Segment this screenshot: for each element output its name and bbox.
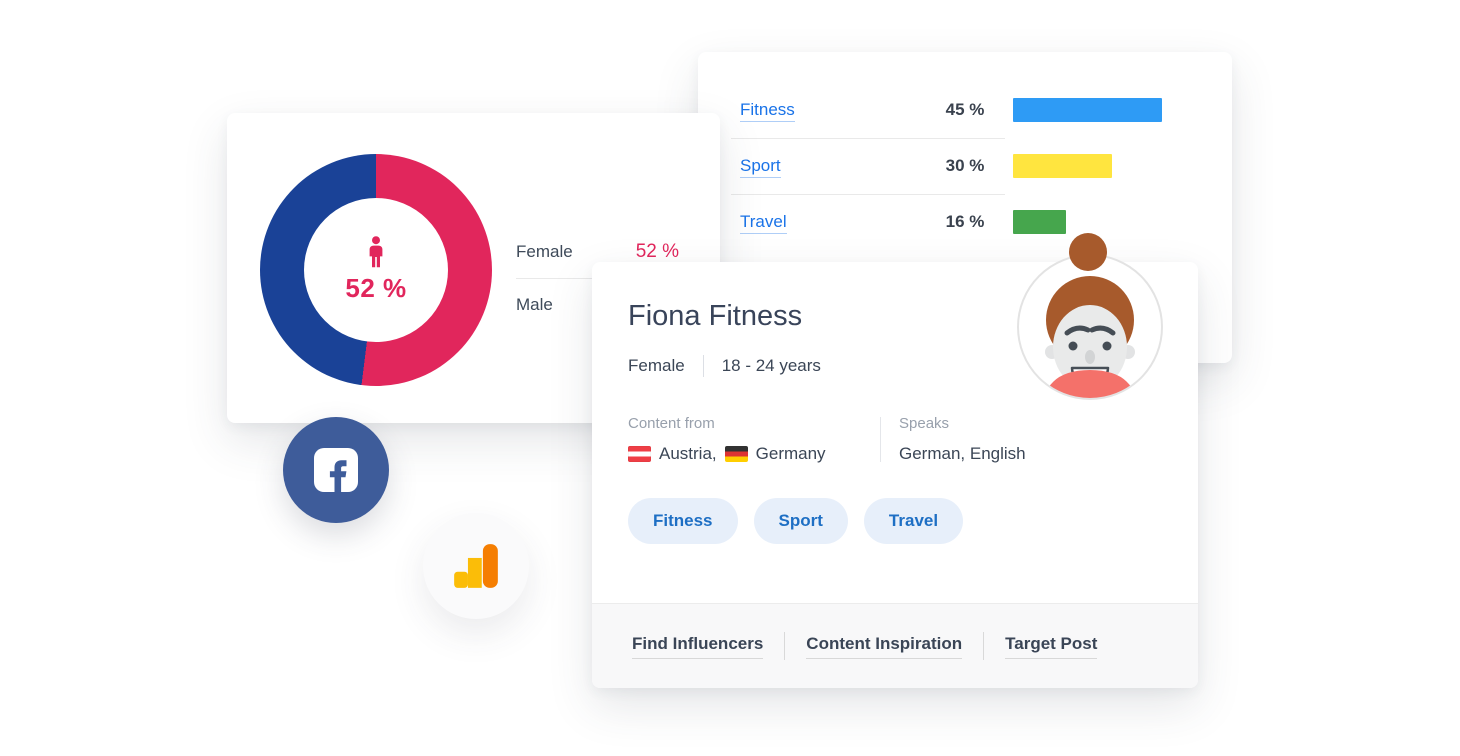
content-from-label: Content from [628,415,715,432]
interest-row-sport: Sport 30 % [731,138,1195,194]
interest-value-sport: 30 % [945,156,985,175]
germany-flag-icon [724,446,748,462]
content-inspiration-link[interactable]: Content Inspiration [806,634,963,659]
avatar-left-eyebrow [1064,325,1091,336]
interest-bar-track [1013,154,1195,178]
divider [880,417,881,462]
facebook-icon [314,448,358,492]
interest-link-travel[interactable]: Travel [740,212,787,234]
interest-value-fitness: 45 % [945,100,985,119]
interest-link-fitness[interactable]: Fitness [740,100,795,122]
interest-bar-sport [1013,154,1113,178]
interest-bar-fitness [1013,98,1162,122]
profile-age-range: 18 - 24 years [721,356,821,375]
avatar [1015,230,1165,402]
languages-value: German, English [899,444,1026,463]
influencer-profile-card: Fiona Fitness Female 18 - 24 years Conte… [592,233,1198,688]
tag-sport[interactable]: Sport [753,498,848,544]
analytics-badge[interactable] [423,513,529,619]
interest-row-fitness: Fitness 45 % [740,82,1195,138]
avatar-shirt [1043,370,1137,399]
legend-label-male: Male [516,295,553,314]
interests-rows: Fitness 45 % Sport 30 % Travel 16 % [698,52,1232,250]
profile-footer: Find Influencers Content Inspiration Tar… [592,603,1198,688]
divider [702,355,704,377]
gender-center-value: 52 % [345,273,407,303]
person-icon [369,236,383,268]
gender-legend: Female 52 % Male [516,226,679,331]
tag-fitness[interactable]: Fitness [628,498,738,544]
divider [983,632,985,660]
gender-donut-center: 52 % [304,198,448,342]
avatar-right-eye [1102,341,1112,351]
speaks-label: Speaks [899,415,950,432]
profile-demographics: Female 18 - 24 years [628,355,1198,377]
interest-value-travel: 16 % [945,212,985,231]
interest-bar-track [1013,98,1195,122]
profile-info-section: Content from Austria, Germany Speaks Ger… [628,415,1198,464]
interest-row-travel: Travel 16 % [731,194,1195,250]
analytics-icon [454,544,498,588]
content-from-countries: Austria, Germany [628,444,880,464]
find-influencers-link[interactable]: Find Influencers [632,634,764,659]
legend-label-female: Female [516,242,573,261]
avatar-hair-bun [1069,233,1107,271]
avatar-left-eye [1068,341,1078,351]
profile-tags: Fitness Sport Travel [628,498,1198,544]
gender-card: 52 % Female 52 % Male [227,113,720,423]
legend-value-female: 52 % [635,241,679,262]
interest-bar-travel [1013,210,1067,234]
gender-donut: 52 % [260,154,492,386]
tag-travel[interactable]: Travel [863,498,964,544]
country-austria: Austria, [659,444,717,463]
profile-gender: Female [628,356,685,375]
target-post-link[interactable]: Target Post [1005,634,1098,659]
avatar-right-eyebrow [1089,325,1116,336]
country-germany: Germany [755,444,826,463]
profile-name: Fiona Fitness [628,300,803,332]
interest-link-sport[interactable]: Sport [740,156,781,178]
content-from-block: Content from Austria, Germany [628,415,880,464]
avatar-nose [1085,350,1095,364]
legend-row-male: Male [516,279,679,331]
austria-flag-icon [628,446,651,462]
interest-bar-track [1013,210,1195,234]
divider [784,632,786,660]
facebook-badge[interactable] [283,417,389,523]
speaks-block: Speaks German, English [881,415,1026,464]
